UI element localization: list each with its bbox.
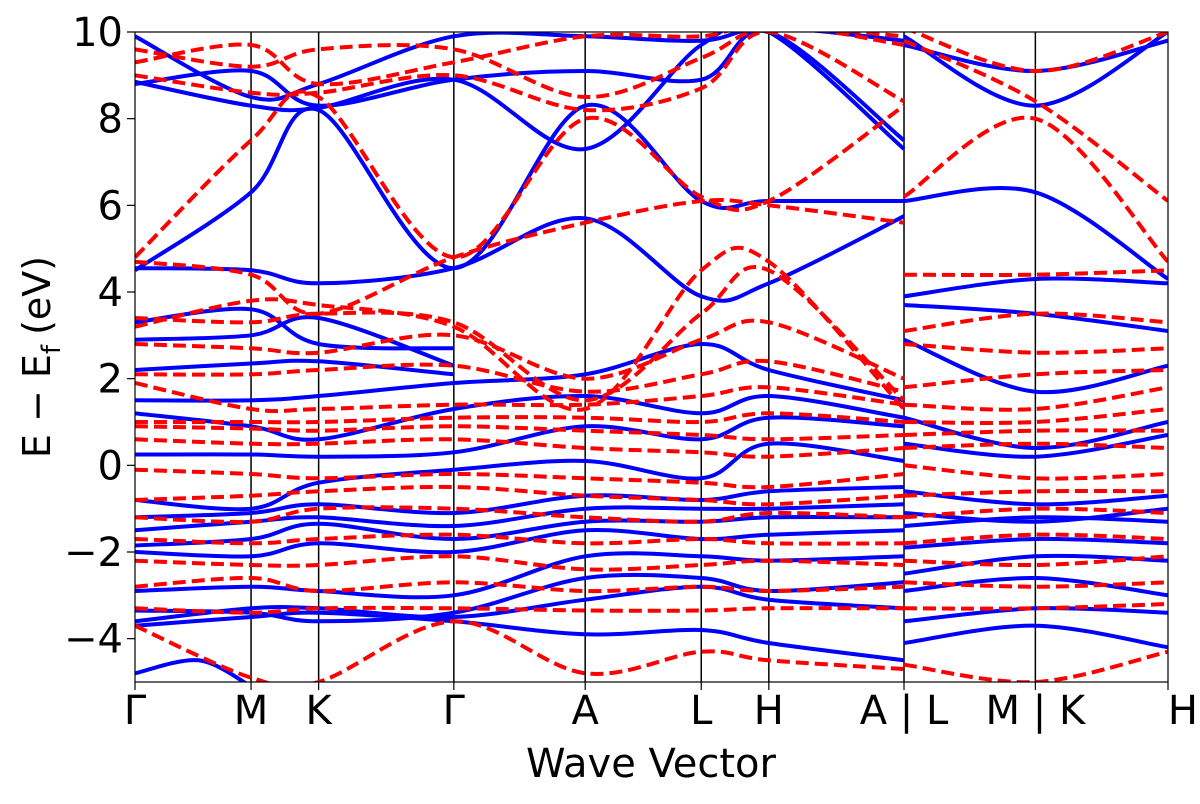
band-line-dashed bbox=[903, 342, 1168, 355]
band-line-solid bbox=[135, 315, 455, 368]
band-line-dashed bbox=[135, 484, 905, 507]
band-line-solid bbox=[903, 606, 1168, 624]
y-tick-label: 6 bbox=[98, 183, 123, 229]
y-axis-ticks: −4 −2 0 2 4 6 8 10 bbox=[64, 10, 135, 663]
band-line-dashed bbox=[903, 38, 1168, 203]
y-axis-label-main: E − E bbox=[15, 354, 59, 458]
band-line-dashed bbox=[903, 580, 1168, 589]
band-line-dashed bbox=[903, 311, 1168, 333]
y-tick-label: 0 bbox=[98, 443, 123, 489]
band-line-dashed bbox=[135, 619, 905, 682]
x-tick-label: L bbox=[690, 688, 713, 734]
band-line-solid bbox=[135, 514, 905, 548]
x-tick-label: A bbox=[571, 688, 599, 734]
band-line-solid bbox=[135, 341, 905, 403]
band-line-solid bbox=[135, 306, 454, 351]
high-symmetry-lines bbox=[250, 32, 1037, 682]
band-line-dashed bbox=[903, 368, 1168, 390]
x-tick-label: Γ bbox=[124, 688, 147, 734]
band-line-solid bbox=[135, 32, 906, 152]
band-line-dashed bbox=[135, 437, 905, 459]
band-line-solid bbox=[903, 623, 1168, 650]
band-line-solid bbox=[135, 214, 905, 303]
x-tick-label: Γ bbox=[443, 688, 466, 734]
band-line-solid bbox=[135, 441, 905, 512]
y-tick-label: −4 bbox=[64, 617, 123, 663]
x-tick-label: H bbox=[1168, 688, 1198, 734]
band-line-dashed bbox=[135, 245, 906, 412]
y-tick-label: 10 bbox=[72, 10, 123, 56]
band-line-dashed bbox=[903, 407, 1168, 425]
band-line-solid bbox=[135, 658, 248, 682]
band-line-solid bbox=[903, 185, 1168, 281]
x-tick-label: A | L bbox=[860, 688, 949, 734]
band-line-solid bbox=[903, 303, 1168, 333]
band-line-solid bbox=[903, 515, 1168, 528]
band-line-solid bbox=[135, 528, 905, 559]
band-line-dashed bbox=[135, 197, 905, 316]
band-line-dashed bbox=[903, 441, 1168, 450]
band-line-dashed bbox=[135, 467, 905, 490]
band-line-dashed bbox=[909, 32, 1168, 74]
band-line-solid bbox=[135, 610, 905, 663]
band-line-dashed bbox=[903, 649, 1168, 682]
bands-group bbox=[135, 32, 1168, 682]
x-tick-label: K bbox=[306, 688, 334, 734]
plot-frame bbox=[134, 31, 1169, 683]
band-line-dashed bbox=[135, 411, 905, 425]
x-tick-label: H bbox=[754, 688, 784, 734]
band-line-solid bbox=[903, 575, 1168, 598]
y-axis-label: E − Ef (eV) bbox=[15, 256, 67, 458]
band-line-dashed bbox=[135, 505, 905, 524]
band-line-dashed bbox=[135, 575, 905, 594]
band-line-dashed bbox=[902, 115, 1168, 264]
band-line-dashed bbox=[903, 602, 1168, 611]
band-line-dashed bbox=[903, 532, 1168, 546]
band-line-dashed bbox=[903, 268, 1168, 278]
band-line-solid bbox=[903, 32, 1168, 108]
band-line-dashed bbox=[903, 428, 1168, 437]
band-line-solid bbox=[135, 485, 905, 520]
band-line-solid bbox=[135, 358, 454, 377]
y-axis-label-sub: f bbox=[37, 344, 67, 354]
band-line-dashed bbox=[903, 506, 1168, 520]
band-line-solid bbox=[903, 337, 1168, 395]
band-line-dashed bbox=[135, 554, 905, 572]
band-line-solid bbox=[903, 276, 1168, 299]
band-line-dashed bbox=[135, 605, 905, 615]
band-line-solid bbox=[135, 415, 905, 459]
y-tick-label: 2 bbox=[98, 357, 123, 403]
band-line-dashed bbox=[135, 32, 905, 100]
x-axis-label: Wave Vector bbox=[526, 741, 777, 787]
y-tick-label: −2 bbox=[64, 530, 123, 576]
band-line-dashed bbox=[903, 554, 1168, 568]
band-line-solid bbox=[135, 32, 905, 102]
x-tick-label: M bbox=[234, 688, 269, 734]
band-line-dashed bbox=[135, 381, 905, 414]
x-tick-label: M | K bbox=[986, 688, 1087, 734]
band-line-dashed bbox=[135, 32, 905, 113]
y-tick-label: 4 bbox=[98, 270, 123, 316]
band-line-dashed bbox=[903, 463, 1168, 481]
y-tick-label: 8 bbox=[98, 97, 123, 143]
band-line-dashed bbox=[135, 265, 906, 403]
band-line-dashed bbox=[135, 89, 906, 260]
band-line-solid bbox=[903, 536, 1168, 550]
band-line-dashed bbox=[903, 488, 1168, 498]
band-line-dashed bbox=[135, 318, 905, 381]
y-axis-label-unit: (eV) bbox=[15, 256, 59, 335]
band-line-dashed bbox=[903, 385, 1168, 412]
band-line-dashed bbox=[135, 424, 905, 442]
band-line-dashed bbox=[135, 532, 905, 546]
